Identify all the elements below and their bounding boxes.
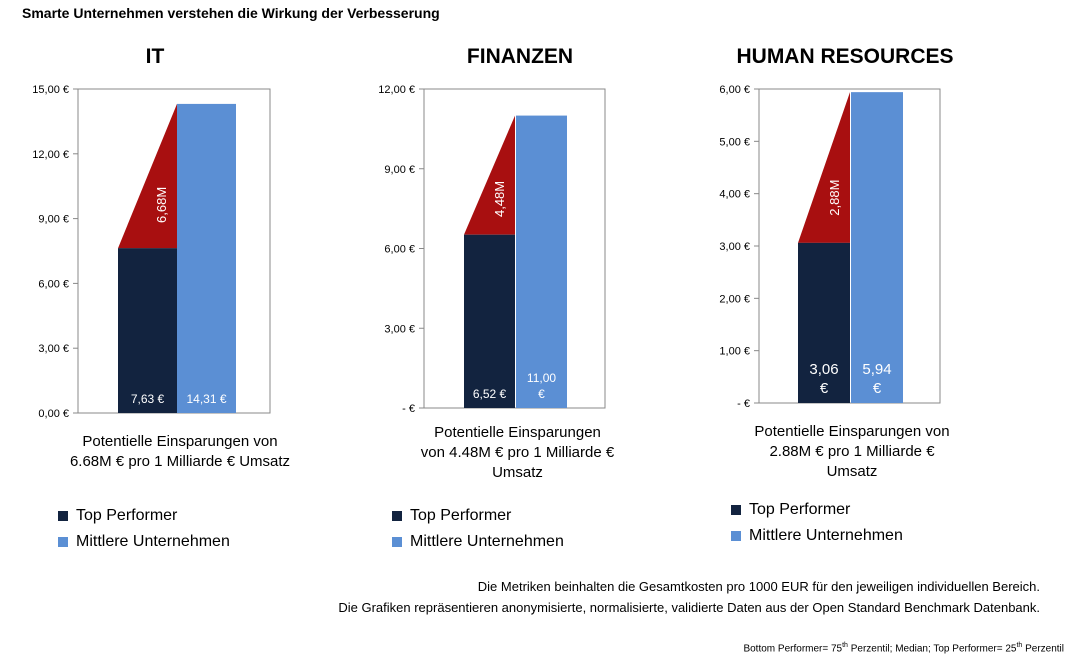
y-tick-label: 0,00 € (38, 408, 69, 420)
y-tick-label: 9,00 € (384, 164, 415, 176)
bar-top-performer (118, 248, 177, 413)
value-label: 14,31 € (186, 392, 226, 406)
bar-top-performer (798, 242, 850, 403)
saving-label: 4,48M (492, 181, 507, 217)
footnote-sup-1: th (842, 642, 848, 649)
y-tick-label: 3,00 € (38, 343, 69, 355)
legend-label-mid: Mittlere Unternehmen (410, 533, 564, 550)
saving-triangle (464, 115, 515, 235)
saving-label: 2,88M (827, 180, 842, 216)
y-tick-label: 6,00 € (384, 244, 415, 256)
legend-item-top: Top Performer (392, 503, 564, 529)
saving-triangle (118, 103, 177, 249)
footnote-end: Perzentil (1022, 643, 1064, 655)
legend-item-mid: Mittlere Unternehmen (58, 529, 230, 555)
legend-item-top: Top Performer (731, 497, 903, 523)
bar-mittlere-unternehmen (177, 103, 236, 414)
chart-title-hr: HUMAN RESOURCES (736, 45, 954, 68)
footnote-bottom: Bottom Performer= 75 (743, 643, 843, 655)
value-label-line: 5,94 (862, 361, 891, 378)
saving-label: 6,68M (154, 187, 169, 223)
legend-label-top: Top Performer (76, 507, 178, 524)
value-label-line: € (820, 380, 829, 397)
page-title: Smarte Unternehmen verstehen die Wirkung… (22, 5, 440, 21)
legend-swatch-top (58, 511, 68, 521)
legend-item-mid: Mittlere Unternehmen (731, 523, 903, 549)
value-label-line: 3,06 (809, 361, 838, 378)
value-label-line: € (538, 387, 545, 401)
legend-hr: Top Performer Mittlere Unternehmen (731, 497, 903, 549)
legend-finanzen: Top Performer Mittlere Unternehmen (392, 503, 564, 555)
legend-label-top: Top Performer (410, 507, 512, 524)
notes: Die Metriken beinhalten die Gesamtkosten… (338, 576, 1040, 618)
legend-it: Top Performer Mittlere Unternehmen (58, 503, 230, 555)
legend-swatch-mid (58, 537, 68, 547)
legend-item-mid: Mittlere Unternehmen (392, 529, 564, 555)
chart-title-it: IT (145, 45, 165, 68)
caption-hr: Potentielle Einsparungen von 2.88M € pro… (754, 423, 950, 480)
bar-mittlere-unternehmen (516, 115, 567, 408)
value-label-line: € (873, 380, 882, 397)
y-tick-label: 1,00 € (719, 346, 750, 358)
note-line-1: Die Metriken beinhalten die Gesamtkosten… (477, 579, 1040, 594)
y-tick-label: 12,00 € (378, 84, 415, 96)
caption-finanzen: Potentielle Einsparungen von 4.48M € pro… (420, 424, 615, 481)
y-tick-label: 6,00 € (38, 278, 69, 290)
value-label-line: 11,00 (527, 371, 556, 385)
y-tick-label: 3,00 € (384, 323, 415, 335)
bar-mittlere-unternehmen (851, 92, 903, 403)
footnote-mid: Perzentil; Median; Top Performer= 25 (847, 643, 1017, 655)
legend-swatch-mid (731, 531, 741, 541)
y-tick-label: 5,00 € (719, 136, 750, 148)
y-tick-label: 9,00 € (38, 214, 69, 226)
note-line-2: Die Grafiken repräsentieren anonymisiert… (338, 600, 1040, 615)
legend-swatch-top (392, 511, 402, 521)
y-tick-label: - € (737, 398, 750, 410)
legend-label-mid: Mittlere Unternehmen (76, 533, 230, 550)
y-tick-label: 15,00 € (32, 84, 69, 96)
value-label: 7,63 € (131, 392, 165, 406)
y-tick-label: 6,00 € (719, 84, 750, 96)
legend-label-mid: Mittlere Unternehmen (749, 527, 903, 544)
legend-swatch-mid (392, 537, 402, 547)
legend-label-top: Top Performer (749, 501, 851, 518)
y-tick-label: 4,00 € (719, 189, 750, 201)
legend-swatch-top (731, 505, 741, 515)
caption-it: Potentielle Einsparungen von 6.68M € pro… (69, 433, 291, 470)
footnote: Bottom Performer= 75th Perzentil; Median… (743, 642, 1064, 654)
saving-triangle (798, 92, 850, 243)
y-tick-label: - € (402, 403, 415, 415)
chart-title-finanzen: FINANZEN (466, 45, 574, 68)
value-label: 6,52 € (473, 387, 507, 401)
legend-item-top: Top Performer (58, 503, 230, 529)
y-tick-label: 2,00 € (719, 293, 750, 305)
y-tick-label: 12,00 € (32, 149, 69, 161)
y-tick-label: 3,00 € (719, 241, 750, 253)
bar-top-performer (464, 234, 515, 408)
footnote-sup-2: th (1016, 642, 1023, 649)
